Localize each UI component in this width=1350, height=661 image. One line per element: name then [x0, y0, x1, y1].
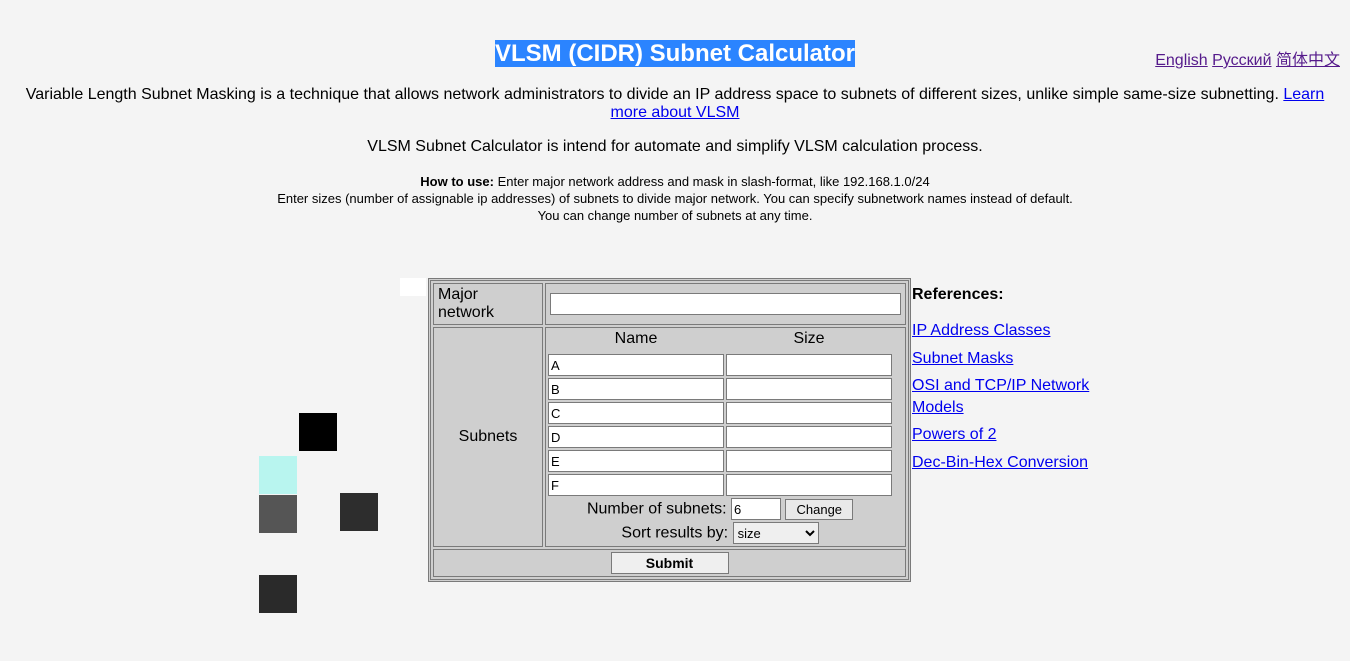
subnet-name-input[interactable]: [548, 474, 724, 496]
submit-button[interactable]: [611, 552, 729, 574]
subnet-size-input[interactable]: [726, 402, 892, 424]
decorative-square: [340, 493, 378, 531]
sort-select[interactable]: size: [733, 522, 819, 544]
num-subnets-row: Number of subnets: Change: [548, 498, 892, 520]
subnet-size-input[interactable]: [726, 378, 892, 400]
references-block: References: IP Address Classes Subnet Ma…: [912, 286, 1102, 480]
subnet-row: [548, 450, 892, 472]
subnet-row: [548, 474, 892, 496]
howto-block: How to use: Enter major network address …: [0, 174, 1350, 225]
ref-link-subnetmasks[interactable]: Subnet Masks: [912, 348, 1102, 370]
subnets-cell: Name Size: [545, 327, 906, 547]
decorative-square: [299, 413, 337, 451]
major-network-input[interactable]: [550, 293, 901, 315]
page-title-text: VLSM (CIDR) Subnet Calculator: [495, 40, 855, 67]
decorative-square: [259, 495, 297, 533]
subnet-size-input[interactable]: [726, 354, 892, 376]
ref-link-osi[interactable]: OSI and TCP/IP Network Models: [912, 375, 1102, 418]
description: Variable Length Subnet Masking is a tech…: [20, 86, 1330, 122]
sort-row: Sort results by: size: [548, 522, 892, 544]
lang-russian-link[interactable]: Русский: [1212, 52, 1271, 69]
sort-label: Sort results by:: [621, 525, 728, 542]
page-title: VLSM (CIDR) Subnet Calculator: [0, 40, 1350, 68]
ref-link-decbinhex[interactable]: Dec-Bin-Hex Conversion: [912, 452, 1102, 474]
language-bar: English Русский 简体中文: [1155, 46, 1340, 70]
num-subnets-input[interactable]: [731, 498, 781, 520]
decorative-square: [259, 456, 297, 494]
subnet-row: [548, 354, 892, 376]
howto-line3: You can change number of subnets at any …: [538, 208, 813, 223]
lang-chinese-link[interactable]: 简体中文: [1276, 52, 1340, 69]
ref-link-powers2[interactable]: Powers of 2: [912, 424, 1102, 446]
subnet-size-input[interactable]: [726, 474, 892, 496]
decorative-square: [259, 575, 297, 613]
howto-label: How to use:: [420, 174, 494, 189]
subnet-row: [548, 402, 892, 424]
white-box-decoration: [400, 278, 426, 296]
subnet-name-input[interactable]: [548, 378, 724, 400]
subdescription: VLSM Subnet Calculator is intend for aut…: [20, 138, 1330, 156]
ref-link-ipclasses[interactable]: IP Address Classes: [912, 320, 1102, 342]
name-header: Name: [548, 330, 724, 352]
subnet-name-input[interactable]: [548, 450, 724, 472]
subnet-size-input[interactable]: [726, 450, 892, 472]
change-button[interactable]: Change: [785, 499, 853, 520]
major-network-label: Major network: [433, 283, 543, 325]
subnet-name-input[interactable]: [548, 354, 724, 376]
howto-line2: Enter sizes (number of assignable ip add…: [277, 191, 1073, 206]
subnet-size-input[interactable]: [726, 426, 892, 448]
lang-english-link[interactable]: English: [1155, 52, 1207, 69]
subnets-inner-table: Name Size: [546, 328, 894, 546]
subnet-name-input[interactable]: [548, 426, 724, 448]
subnet-row: [548, 378, 892, 400]
calculator-table: Major network Subnets Name Size: [428, 278, 911, 582]
size-header: Size: [726, 330, 892, 352]
num-subnets-label: Number of subnets:: [587, 501, 727, 518]
subnet-name-input[interactable]: [548, 402, 724, 424]
subnets-label: Subnets: [433, 327, 543, 547]
subnet-row: [548, 426, 892, 448]
major-network-cell: [545, 283, 906, 325]
submit-cell: [433, 549, 906, 577]
howto-line1: Enter major network address and mask in …: [494, 174, 930, 189]
description-text: Variable Length Subnet Masking is a tech…: [26, 86, 1284, 103]
references-title: References:: [912, 286, 1102, 304]
